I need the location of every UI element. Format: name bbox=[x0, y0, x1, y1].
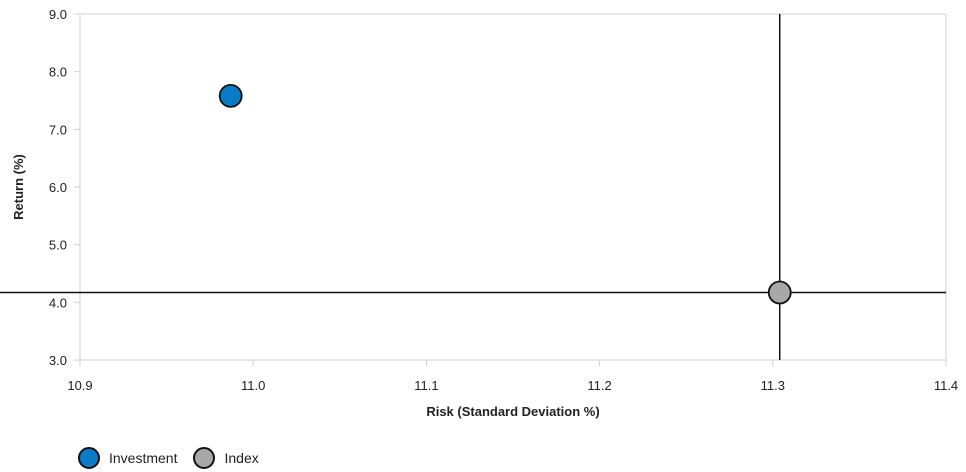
x-tick-label: 11.4 bbox=[934, 378, 958, 393]
data-point-investment[interactable] bbox=[218, 83, 243, 108]
plot-area-frame bbox=[79, 13, 947, 361]
x-tick-label: 11.0 bbox=[241, 378, 265, 393]
chart-legend: Investment Index bbox=[78, 447, 275, 469]
y-tick-label: 7.0 bbox=[49, 122, 67, 137]
data-point-index[interactable] bbox=[767, 280, 792, 305]
investment-swatch-icon bbox=[78, 447, 100, 469]
x-tick-label: 11.1 bbox=[414, 378, 438, 393]
y-tick-label: 4.0 bbox=[49, 295, 67, 310]
y-tick-label: 3.0 bbox=[49, 353, 67, 368]
scatter-chart: 3.0 4.0 5.0 6.0 7.0 8.0 9.0 10.9 11.0 11.1 11.2 11… bbox=[0, 7, 958, 419]
legend-item-index[interactable]: Index bbox=[193, 447, 259, 469]
y-axis-title: Return (%) bbox=[11, 154, 26, 220]
y-tick-label: 8.0 bbox=[49, 65, 67, 80]
x-tick-label: 10.9 bbox=[67, 378, 92, 393]
y-tick-label: 9.0 bbox=[49, 7, 67, 22]
legend-label-index: Index bbox=[224, 450, 259, 466]
x-tick-label: 11.3 bbox=[761, 378, 785, 393]
legend-item-investment[interactable]: Investment bbox=[78, 447, 177, 469]
x-tick-label: 11.2 bbox=[587, 378, 611, 393]
legend-label-investment: Investment bbox=[109, 450, 178, 466]
y-tick-label: 6.0 bbox=[49, 180, 67, 195]
y-tick-label: 5.0 bbox=[49, 238, 67, 253]
index-swatch-icon bbox=[193, 447, 216, 469]
x-axis-title: Risk (Standard Deviation %) bbox=[426, 404, 599, 419]
